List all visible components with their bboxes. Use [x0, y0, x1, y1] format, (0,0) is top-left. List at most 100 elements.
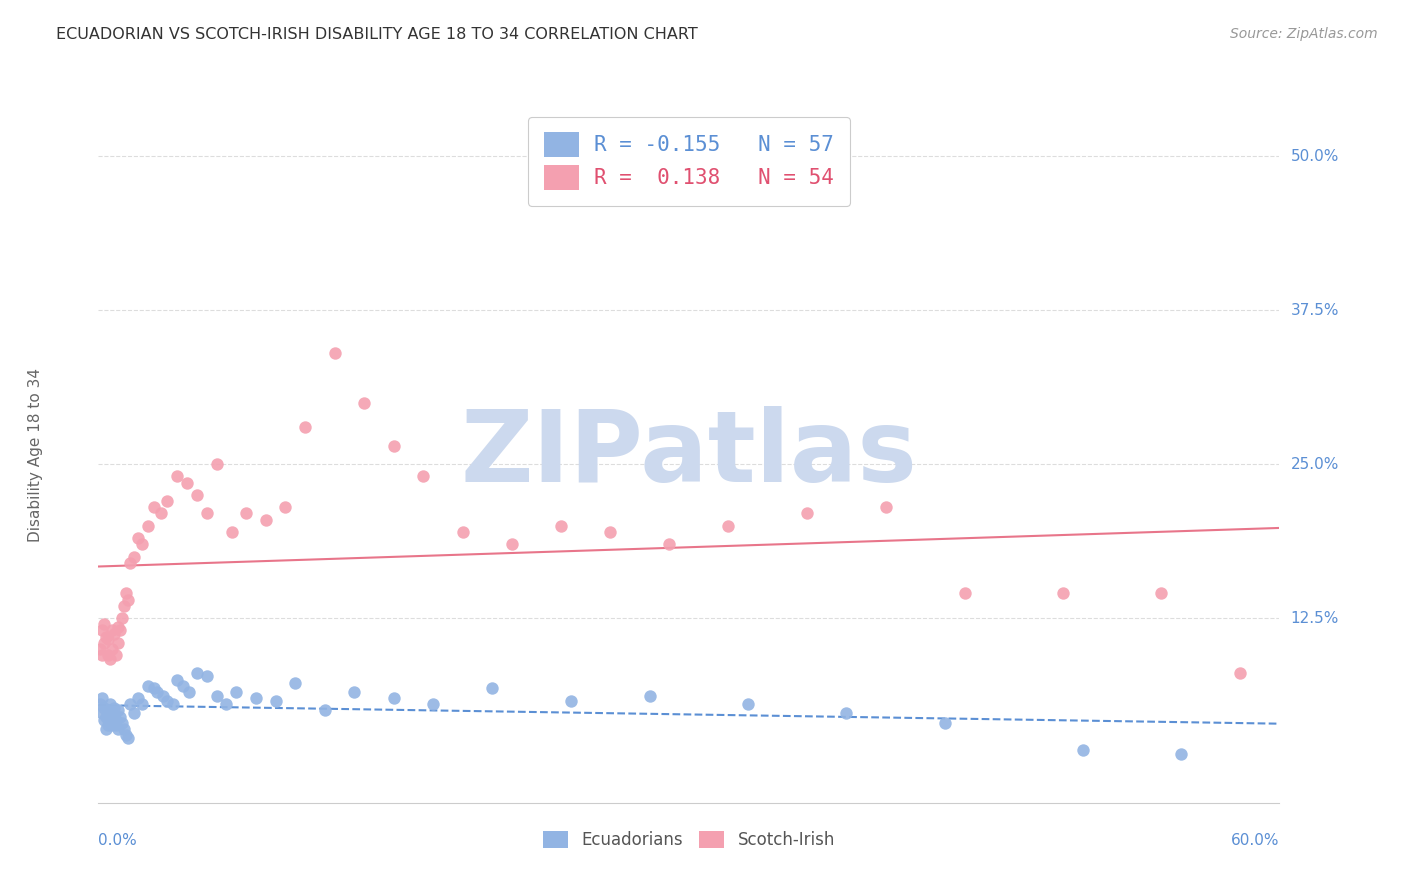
- Point: [658, 537, 681, 551]
- Point: [550, 518, 572, 533]
- Point: [103, 709, 125, 723]
- Point: [93, 701, 115, 715]
- Point: [717, 518, 740, 533]
- Point: [105, 714, 128, 728]
- Point: [117, 731, 139, 745]
- Text: 50.0%: 50.0%: [1291, 149, 1339, 164]
- Point: [108, 709, 131, 723]
- Point: [1229, 666, 1251, 681]
- Point: [103, 627, 125, 641]
- Point: [142, 500, 165, 515]
- Point: [284, 676, 307, 690]
- Point: [599, 524, 621, 539]
- Point: [875, 500, 897, 515]
- Point: [796, 507, 818, 521]
- Point: [97, 648, 120, 662]
- Point: [118, 556, 141, 570]
- Point: [225, 685, 247, 699]
- Point: [122, 706, 145, 720]
- Point: [195, 507, 218, 521]
- Point: [131, 537, 153, 551]
- Point: [501, 537, 523, 551]
- Point: [152, 689, 174, 703]
- Point: [89, 641, 111, 656]
- Point: [136, 518, 159, 533]
- Point: [166, 673, 188, 687]
- Point: [177, 685, 200, 699]
- Point: [186, 488, 208, 502]
- Point: [112, 722, 135, 736]
- Point: [131, 698, 153, 712]
- Legend: Ecuadorians, Scotch-Irish: Ecuadorians, Scotch-Irish: [534, 822, 844, 857]
- Point: [107, 636, 129, 650]
- Point: [205, 457, 228, 471]
- Point: [127, 691, 149, 706]
- Point: [314, 703, 336, 717]
- Point: [146, 685, 169, 699]
- Point: [205, 689, 228, 703]
- Point: [108, 624, 131, 638]
- Point: [112, 599, 135, 613]
- Point: [934, 715, 956, 730]
- Point: [101, 718, 124, 732]
- Point: [835, 706, 858, 720]
- Point: [166, 469, 188, 483]
- Text: 25.0%: 25.0%: [1291, 457, 1339, 472]
- Point: [98, 714, 121, 728]
- Point: [221, 524, 243, 539]
- Point: [101, 706, 124, 720]
- Point: [101, 624, 124, 638]
- Point: [1150, 586, 1173, 600]
- Text: 12.5%: 12.5%: [1291, 611, 1339, 625]
- Point: [481, 681, 503, 696]
- Point: [254, 512, 277, 526]
- Point: [111, 611, 134, 625]
- Point: [1170, 747, 1192, 761]
- Point: [89, 698, 111, 712]
- Point: [98, 651, 121, 665]
- Point: [115, 586, 138, 600]
- Point: [127, 531, 149, 545]
- Point: [382, 691, 405, 706]
- Point: [107, 722, 129, 736]
- Text: Source: ZipAtlas.com: Source: ZipAtlas.com: [1230, 27, 1378, 41]
- Point: [353, 395, 375, 409]
- Point: [172, 679, 194, 693]
- Point: [343, 685, 366, 699]
- Point: [117, 592, 139, 607]
- Point: [96, 722, 118, 736]
- Point: [105, 648, 128, 662]
- Point: [91, 706, 114, 720]
- Point: [412, 469, 434, 483]
- Point: [176, 475, 198, 490]
- Point: [93, 636, 115, 650]
- Point: [122, 549, 145, 564]
- Point: [186, 666, 208, 681]
- Point: [142, 681, 165, 696]
- Point: [638, 689, 661, 703]
- Point: [101, 641, 124, 656]
- Point: [91, 624, 114, 638]
- Point: [953, 586, 976, 600]
- Point: [105, 718, 128, 732]
- Text: 37.5%: 37.5%: [1291, 302, 1339, 318]
- Point: [118, 698, 141, 712]
- Point: [451, 524, 474, 539]
- Point: [1071, 743, 1094, 757]
- Point: [111, 715, 134, 730]
- Point: [107, 703, 129, 717]
- Point: [215, 698, 238, 712]
- Point: [91, 691, 114, 706]
- Point: [294, 420, 316, 434]
- Point: [150, 507, 173, 521]
- Point: [98, 698, 121, 712]
- Point: [107, 620, 129, 634]
- Text: Disability Age 18 to 34: Disability Age 18 to 34: [28, 368, 44, 542]
- Point: [103, 701, 125, 715]
- Point: [235, 507, 257, 521]
- Point: [422, 698, 444, 712]
- Point: [93, 617, 115, 632]
- Point: [96, 709, 118, 723]
- Text: 60.0%: 60.0%: [1232, 833, 1279, 848]
- Point: [737, 698, 759, 712]
